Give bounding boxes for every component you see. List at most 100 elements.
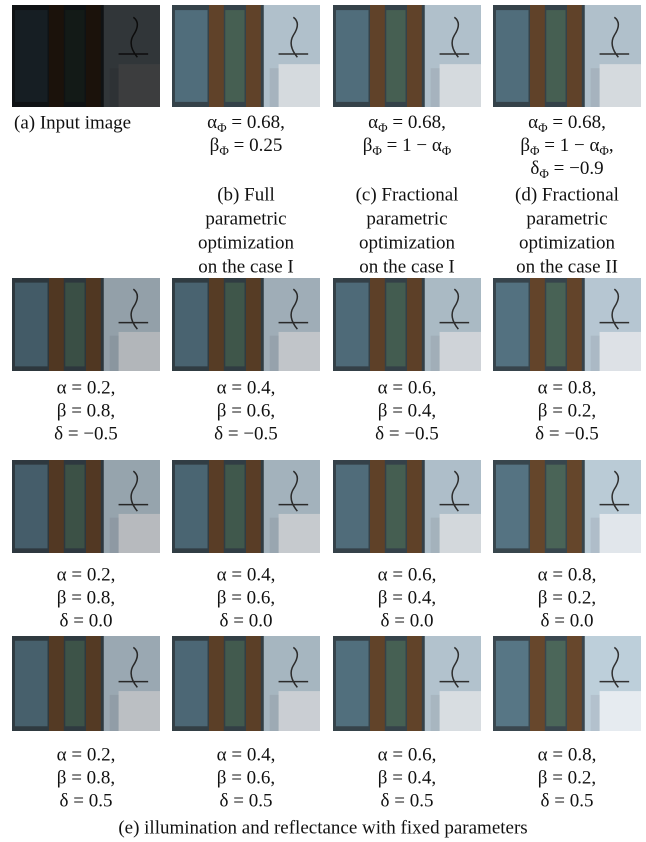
caption-line: parametric <box>366 208 447 229</box>
caption-line: δ = 0.5 <box>381 790 434 811</box>
caption-line: α = 0.8, <box>538 744 597 765</box>
equation-line: αΦ = 0.68, <box>368 112 446 135</box>
caption-line: α = 0.6, <box>378 377 437 398</box>
equation-text: = 0.68, <box>548 112 606 133</box>
subscript: Φ <box>599 143 609 158</box>
caption-line: (a) Input image <box>14 112 131 133</box>
shade <box>493 278 641 371</box>
caption-line: δ = −0.5 <box>535 423 599 444</box>
photo <box>493 460 641 553</box>
photo <box>333 460 481 553</box>
caption-line: δ = −0.5 <box>54 423 118 444</box>
caption-line: β = 0.6, <box>217 400 275 421</box>
subscript: Φ <box>530 143 540 158</box>
shade <box>12 460 160 553</box>
caption-line: optimization <box>198 232 295 253</box>
photo <box>12 5 160 107</box>
caption-line: δ = 0.5 <box>541 790 594 811</box>
caption-line: on the case I <box>359 256 454 277</box>
equation-text: β <box>520 135 530 156</box>
subscript: Φ <box>538 120 548 135</box>
photo <box>333 636 481 731</box>
caption-line: δ = 0.0 <box>541 610 594 631</box>
shade <box>333 5 481 107</box>
photo <box>493 5 641 107</box>
subscript: Φ <box>217 120 227 135</box>
photo <box>493 278 641 371</box>
caption-line: δ = 0.5 <box>220 790 273 811</box>
caption-line: α = 0.4, <box>217 564 276 585</box>
caption-line: δ = −0.5 <box>375 423 439 444</box>
equation-text: β <box>210 135 220 156</box>
equation-text: = 0.25 <box>229 135 282 156</box>
equation-text: , <box>609 135 614 156</box>
caption-line: β = 0.4, <box>378 767 436 788</box>
caption-line: β = 0.6, <box>217 767 275 788</box>
photo <box>12 278 160 371</box>
caption-line: β = 0.8, <box>57 587 115 608</box>
caption-line: δ = 0.5 <box>60 790 113 811</box>
equation-text: α <box>368 112 378 133</box>
equation-line: βΦ = 1 − αΦ <box>363 135 452 158</box>
shade <box>12 5 160 107</box>
caption-line: α = 0.4, <box>217 744 276 765</box>
equation-line: αΦ = 0.68, <box>207 112 285 135</box>
photo <box>172 460 320 553</box>
shade <box>12 278 160 371</box>
subscript: Φ <box>378 120 388 135</box>
equation-text: α <box>207 112 217 133</box>
shade <box>172 278 320 371</box>
equation-text: = 0.68, <box>227 112 285 133</box>
caption-line: β = 0.2, <box>538 587 596 608</box>
shade <box>493 460 641 553</box>
caption-line: on the case II <box>516 256 618 277</box>
caption-line: α = 0.6, <box>378 564 437 585</box>
caption-line: (d) Fractional <box>515 184 619 205</box>
equation-text: = −0.9 <box>549 158 604 179</box>
equation-text: = 1 − α <box>382 135 442 156</box>
caption-line: β = 0.8, <box>57 400 115 421</box>
caption-line: α = 0.4, <box>217 377 276 398</box>
subscript: Φ <box>219 143 229 158</box>
shade <box>493 636 641 731</box>
caption-line: β = 0.8, <box>57 767 115 788</box>
caption-line: δ = 0.0 <box>381 610 434 631</box>
subscript: Φ <box>372 143 382 158</box>
photo <box>12 460 160 553</box>
caption-line: β = 0.4, <box>378 587 436 608</box>
photo <box>172 636 320 731</box>
shade <box>172 636 320 731</box>
figure: (a) Input imageαΦ = 0.68,βΦ = 0.25(b) Fu… <box>0 0 646 842</box>
subscript: Φ <box>442 143 452 158</box>
caption-line: α = 0.6, <box>378 744 437 765</box>
figure-caption: (e) illumination and reflectance with fi… <box>118 817 527 838</box>
caption-line: β = 0.6, <box>217 587 275 608</box>
equation-text: = 0.68, <box>388 112 446 133</box>
photo <box>333 278 481 371</box>
caption-line: δ = −0.5 <box>214 423 278 444</box>
caption-line: (b) Full <box>217 184 275 205</box>
shade <box>333 636 481 731</box>
shade <box>12 636 160 731</box>
caption-line: α = 0.8, <box>538 377 597 398</box>
caption-line: on the case I <box>198 256 293 277</box>
equation-line: βΦ = 1 − αΦ, <box>520 135 613 158</box>
equation-text: β <box>363 135 373 156</box>
caption-line: δ = 0.0 <box>60 610 113 631</box>
caption-line: α = 0.2, <box>57 377 116 398</box>
equation-line: βΦ = 0.25 <box>210 135 283 158</box>
photo <box>172 5 320 107</box>
equation-text: δ <box>530 158 539 179</box>
caption-line: β = 0.2, <box>538 400 596 421</box>
caption-line: β = 0.4, <box>378 400 436 421</box>
equation-line: αΦ = 0.68, <box>528 112 606 135</box>
shade <box>172 5 320 107</box>
caption-line: optimization <box>359 232 456 253</box>
caption-line: α = 0.2, <box>57 744 116 765</box>
photo <box>333 5 481 107</box>
caption-line: β = 0.2, <box>538 767 596 788</box>
equation-text: = 1 − α <box>540 135 600 156</box>
caption-line: optimization <box>519 232 616 253</box>
shade <box>493 5 641 107</box>
caption-line: parametric <box>205 208 286 229</box>
